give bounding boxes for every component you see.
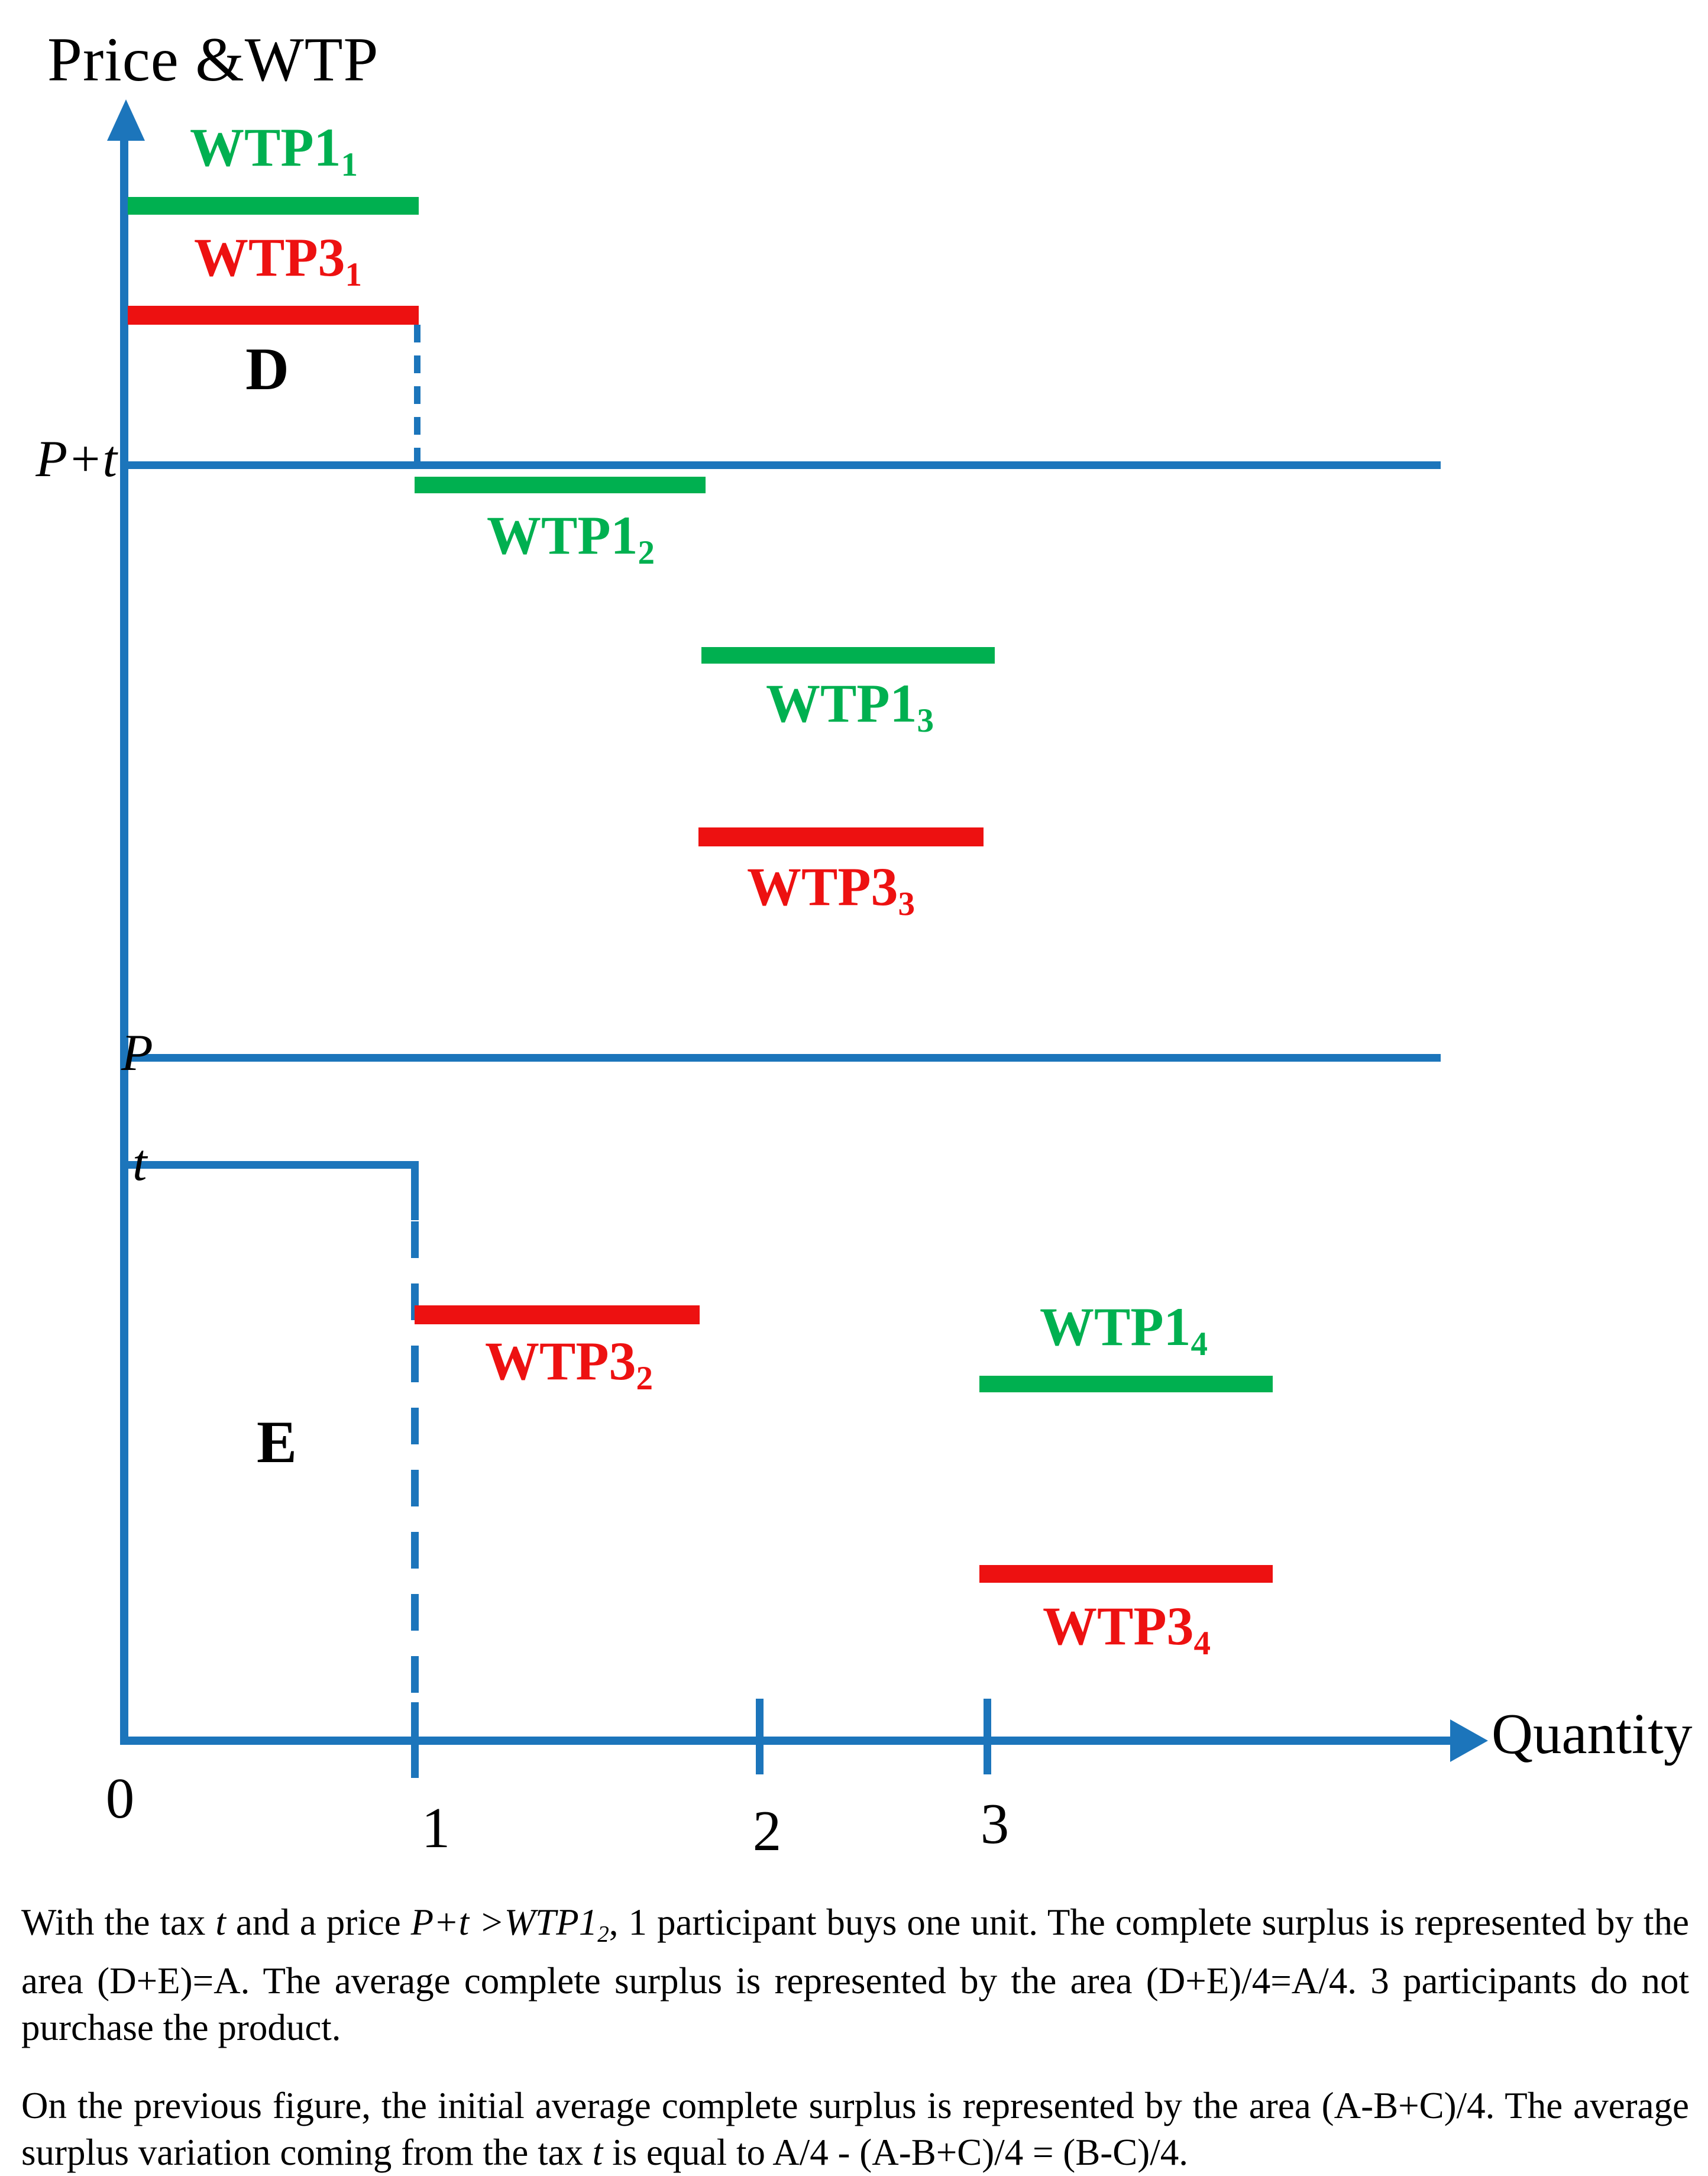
dashed-drop-wtp31-to-p-plus-t bbox=[414, 325, 420, 462]
caption-text-segment: and a price bbox=[225, 1902, 411, 1943]
t-line-corner-drop bbox=[411, 1161, 419, 1220]
x-tick-2 bbox=[756, 1699, 764, 1774]
dashed-drop-quantity-1 bbox=[411, 1221, 419, 1737]
wtp-label-subscript: 4 bbox=[1191, 1325, 1208, 1363]
wtp1-1-bar bbox=[128, 197, 419, 215]
p-label: P bbox=[121, 1024, 153, 1082]
x-axis-arrowhead-icon bbox=[1450, 1719, 1488, 1762]
wtp-label-text: WTP3 bbox=[1042, 1596, 1194, 1656]
caption-text-segment: With the tax bbox=[21, 1902, 216, 1943]
wtp-label-subscript: 2 bbox=[638, 534, 655, 572]
x-axis-title: Quantity bbox=[1492, 1702, 1693, 1766]
p-plus-t-label: P+t bbox=[35, 431, 117, 488]
wtp1-2-label: WTP12 bbox=[487, 504, 655, 572]
wtp3-4-label: WTP34 bbox=[1043, 1595, 1211, 1663]
caption-paragraph-1: With the tax t and a price P+t >WTP12, 1… bbox=[21, 1899, 1689, 2051]
wtp-label-subscript: 3 bbox=[898, 885, 916, 923]
wtp-label-text: WTP1 bbox=[486, 505, 638, 565]
chart-title: Price &WTP bbox=[47, 25, 379, 94]
p-plus-t-line bbox=[128, 461, 1441, 469]
caption-text-segment: , 1 participant buys one unit. The compl… bbox=[21, 1902, 1690, 2048]
wtp3-2-label: WTP32 bbox=[485, 1330, 653, 1398]
wtp1-1-label: WTP11 bbox=[190, 116, 358, 184]
wtp-label-subscript: 2 bbox=[636, 1360, 654, 1398]
x-tick-label-1: 1 bbox=[421, 1796, 451, 1860]
wtp-label-text: WTP1 bbox=[1039, 1296, 1191, 1357]
wtp-label-text: WTP3 bbox=[746, 856, 898, 917]
caption-text-segment: t bbox=[592, 2132, 603, 2173]
p-line bbox=[128, 1054, 1441, 1062]
wtp3-1-label: WTP31 bbox=[194, 226, 362, 294]
area-d-label: D bbox=[245, 336, 289, 403]
wtp3-2-bar bbox=[415, 1305, 700, 1324]
area-e-label: E bbox=[256, 1409, 297, 1476]
caption-text-segment: t bbox=[215, 1902, 226, 1943]
wtp-label-text: WTP3 bbox=[484, 1331, 636, 1391]
x-axis-line bbox=[124, 1737, 1453, 1745]
wtp-label-text: WTP1 bbox=[189, 117, 341, 177]
caption-text-segment: P+t bbox=[410, 1902, 470, 1943]
wtp3-4-bar bbox=[979, 1565, 1273, 1583]
wtp1-3-bar bbox=[701, 647, 995, 664]
caption-paragraph-2: On the previous figure, the initial aver… bbox=[21, 2083, 1689, 2176]
wtp1-2-bar bbox=[415, 477, 706, 493]
x-tick-label-0: 0 bbox=[105, 1767, 135, 1830]
wtp1-3-label: WTP13 bbox=[766, 672, 934, 740]
t-line bbox=[128, 1161, 419, 1169]
wtp-label-subscript: 1 bbox=[345, 256, 363, 294]
wtp1-4-bar bbox=[979, 1376, 1273, 1392]
caption-text-segment: WTP1 bbox=[504, 1902, 598, 1943]
y-axis-line bbox=[120, 133, 128, 1745]
wtp3-1-bar bbox=[128, 306, 419, 325]
x-tick-3 bbox=[984, 1699, 991, 1774]
wtp1-4-label: WTP14 bbox=[1040, 1295, 1208, 1363]
x-tick-label-3: 3 bbox=[980, 1792, 1010, 1855]
caption-text-segment: On the previous figure, the initial aver… bbox=[21, 2085, 1689, 2173]
wtp-label-subscript: 3 bbox=[917, 702, 934, 740]
wtp-label-text: WTP3 bbox=[193, 227, 345, 287]
caption-text-segment: > bbox=[469, 1902, 504, 1943]
wtp-label-subscript: 1 bbox=[341, 146, 358, 184]
wtp3-3-bar bbox=[698, 827, 984, 846]
caption-text-segment: is equal to A/4 - (A-B+C)/4 = (B-C)/4. bbox=[603, 2132, 1189, 2173]
wtp-label-subscript: 4 bbox=[1193, 1625, 1211, 1663]
wtp3-3-label: WTP33 bbox=[747, 855, 915, 923]
t-label: t bbox=[132, 1134, 147, 1192]
caption-text-segment: 2 bbox=[597, 1921, 609, 1947]
x-tick-1 bbox=[411, 1702, 419, 1778]
x-tick-label-2: 2 bbox=[752, 1799, 782, 1863]
wtp-label-text: WTP1 bbox=[765, 673, 917, 733]
